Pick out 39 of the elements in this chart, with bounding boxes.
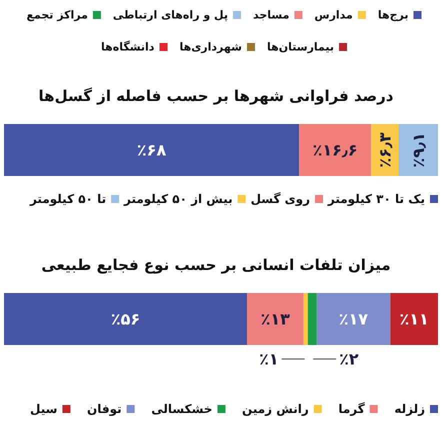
data-label: ٪۱۶٫۶ bbox=[312, 140, 358, 160]
legend-label: زلزله bbox=[394, 402, 426, 416]
bar bbox=[390, 293, 438, 345]
legend-label: روی گسل bbox=[250, 192, 310, 206]
chart-title: درصد فراوانی شهرها بر حسب فاصله از گسل‌ها bbox=[38, 87, 394, 105]
legend-label: سیل bbox=[30, 402, 58, 416]
legend-label: مدارس bbox=[314, 8, 353, 22]
bar bbox=[247, 293, 304, 345]
data-label: ٪۶٫۳ bbox=[375, 132, 394, 168]
bar bbox=[303, 293, 308, 345]
data-label: ٪۱۱ bbox=[399, 310, 429, 328]
bar bbox=[4, 293, 248, 345]
legend-label: رانش زمین bbox=[242, 402, 309, 416]
bar bbox=[299, 124, 372, 176]
data-label: ٪۱۳ bbox=[260, 310, 290, 328]
bar bbox=[316, 293, 390, 345]
data-label: ٪۹٫۱ bbox=[408, 132, 428, 168]
legend-label: تا ۵۰ کیلومتر bbox=[28, 192, 106, 206]
bar bbox=[4, 124, 300, 176]
data-label: ٪۵۶ bbox=[110, 310, 140, 328]
bar bbox=[308, 293, 316, 345]
legend-label: یک تا ۳۰ کیلومتر bbox=[326, 192, 425, 206]
legend-label: خشکسالی bbox=[151, 402, 212, 416]
legend-label: دانشگاه‌ها bbox=[100, 40, 155, 54]
legend-label: مساجد bbox=[252, 8, 290, 22]
legend-label: بیمارستان‌ها bbox=[266, 40, 334, 54]
data-label: ٪۲ bbox=[339, 350, 359, 368]
legend-label: بیش از ۵۰ کیلومتر bbox=[122, 192, 233, 206]
legend-label: برج‌ها bbox=[378, 8, 409, 22]
legend-label: گرما bbox=[338, 402, 365, 416]
data-label: ٪۶۸ bbox=[136, 140, 166, 160]
legend-label: پل و راه‌های ارتباطی bbox=[112, 8, 228, 22]
chart-title: میزان تلفات انسانی بر حسب نوع فجایع طبیعی bbox=[41, 256, 391, 274]
legend-label: توفان bbox=[87, 402, 122, 416]
legend-label: شهرداری‌ها bbox=[179, 40, 242, 54]
data-label: ٪۱۷ bbox=[338, 310, 368, 328]
data-label: ٪۱ bbox=[259, 350, 279, 368]
bar bbox=[398, 124, 438, 176]
legend-label: مراکز تجمع bbox=[26, 8, 88, 22]
